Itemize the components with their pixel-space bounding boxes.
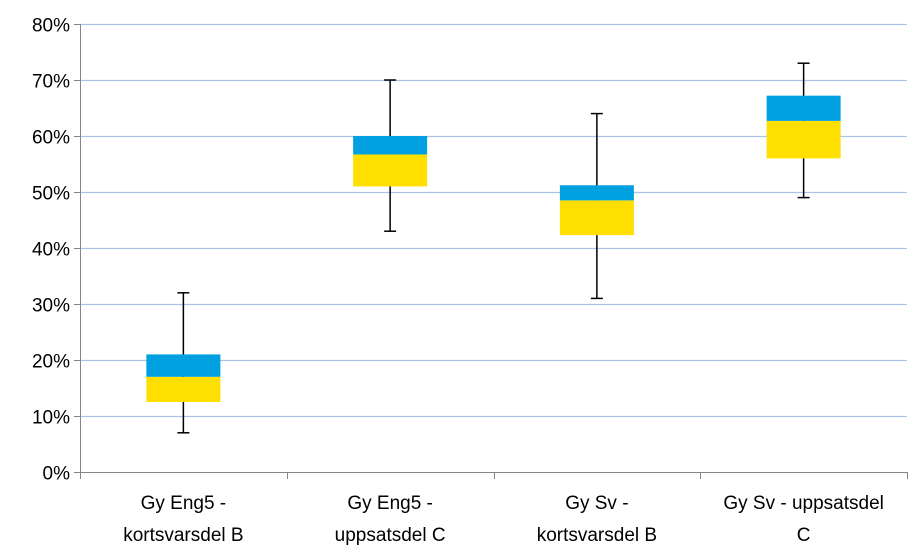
x-category-label: uppsatsdel C bbox=[335, 525, 446, 546]
axes bbox=[74, 24, 908, 479]
y-tick-label: 30% bbox=[32, 296, 70, 317]
y-tick-label: 50% bbox=[32, 184, 70, 205]
x-category-label: Gy Eng5 - bbox=[141, 493, 227, 514]
x-category-label: C bbox=[797, 525, 811, 546]
x-category-label: Gy Sv - bbox=[565, 493, 628, 514]
x-category-label: Gy Eng5 - bbox=[347, 493, 433, 514]
y-tick-label: 20% bbox=[32, 352, 70, 373]
box-upper-quartile bbox=[146, 354, 221, 377]
box-1 bbox=[146, 292, 221, 434]
y-tick-label: 40% bbox=[32, 240, 70, 261]
box-upper-quartile bbox=[559, 185, 634, 201]
box-lower-quartile bbox=[559, 200, 634, 236]
box-lower-quartile bbox=[766, 120, 841, 159]
x-category-label: kortsvarsdel B bbox=[537, 525, 657, 546]
labels: 0% 10% 20% 30% 40% 50% 60% 70% 80% Gy Eng5 - korts… bbox=[32, 16, 884, 547]
box-upper-quartile bbox=[766, 95, 841, 121]
box-4 bbox=[766, 62, 841, 199]
y-tick-label: 0% bbox=[43, 464, 71, 485]
box-upper-quartile bbox=[353, 136, 428, 155]
box-2 bbox=[353, 79, 428, 232]
y-tick-label: 10% bbox=[32, 408, 70, 429]
box-lower-quartile bbox=[353, 154, 428, 187]
y-tick-label: 80% bbox=[32, 16, 70, 37]
y-tick-label: 60% bbox=[32, 128, 70, 149]
box-3 bbox=[559, 112, 634, 300]
x-category-label: Gy Sv - uppsatsdel bbox=[723, 493, 884, 514]
x-category-label: kortsvarsdel B bbox=[123, 525, 243, 546]
y-tick-label: 70% bbox=[32, 72, 70, 93]
box-lower-quartile bbox=[146, 376, 221, 402]
boxes bbox=[146, 62, 841, 434]
